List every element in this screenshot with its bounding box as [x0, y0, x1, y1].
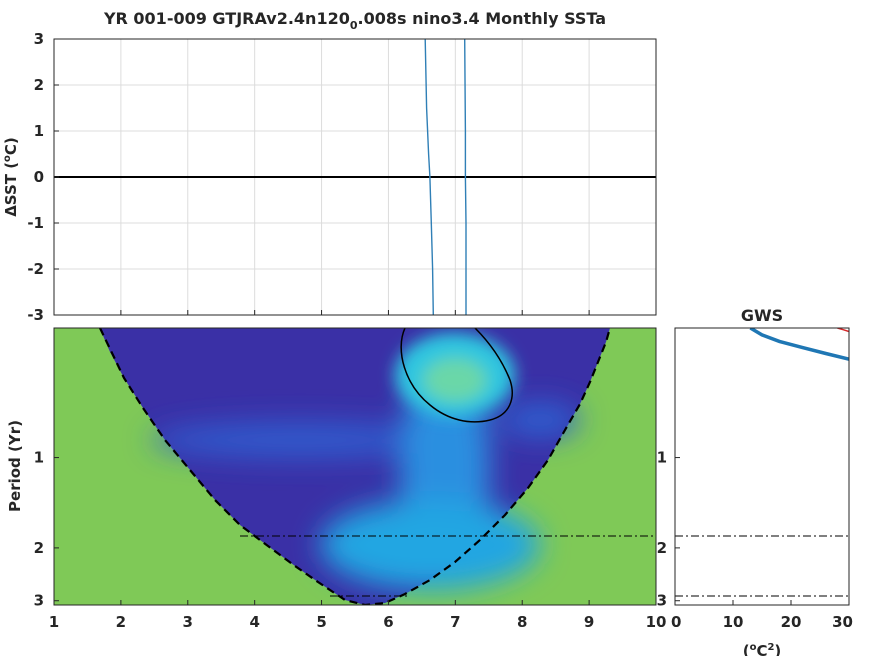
gws-x-tick-label: 30 — [832, 613, 853, 631]
wavelet-x-tick-label: 1 — [49, 613, 59, 631]
wavelet-x-tick-label: 7 — [450, 613, 460, 631]
wavelet-y-tick-label: 3 — [34, 592, 44, 610]
wavelet-y-ticks: 1 2 3 — [34, 449, 59, 610]
power-band-1yr — [150, 422, 450, 458]
wavelet-x-tick-label: 10 — [646, 613, 667, 631]
sst-y-tick-label: 0 — [34, 168, 44, 186]
wavelet-x-tick-label: 3 — [183, 613, 193, 631]
cone-of-influence — [99, 328, 612, 605]
wavelet-x-tick-label: 9 — [584, 613, 594, 631]
significance-contour — [400, 328, 513, 423]
wavelet-x-tick-label: 4 — [249, 613, 259, 631]
gws-y-tick-label: 2 — [657, 539, 667, 557]
gws-y-tick-label: 1 — [657, 449, 667, 467]
power-lower-band — [320, 500, 540, 590]
gws-series-line — [749, 328, 849, 361]
gws-series-line — [837, 328, 849, 333]
wavelet-x-tick-label: 8 — [517, 613, 527, 631]
gws-title: GWS — [741, 306, 783, 325]
power-peak — [423, 358, 487, 402]
gws-y-ticks: 1 2 3 — [657, 449, 680, 610]
gws-x-tick-label: 0 — [671, 613, 681, 631]
global-wavelet-spectrum-panel: GWS 0 10 20 30 1 2 3 (oC2) — [657, 306, 853, 656]
sst-series-line — [424, 39, 434, 315]
gws-x-tick-label: 20 — [781, 613, 802, 631]
period-axis-label: Period (Yr) — [6, 420, 24, 512]
gws-y-tick-label: 3 — [657, 592, 667, 610]
sst-y-tick-label: 1 — [34, 122, 44, 140]
gws-x-tick-label: 10 — [723, 613, 744, 631]
wavelet-x-tick-label: 2 — [116, 613, 126, 631]
sst-y-axis-label: ΔSST (oC) — [2, 137, 20, 217]
wavelet-x-ticks: 1 2 3 4 5 6 7 8 9 10 — [49, 600, 667, 631]
gws-series-group — [749, 328, 849, 361]
sst-y-tick-label: 3 — [34, 30, 44, 48]
gws-x-axis-label: (oC2) — [743, 642, 782, 656]
gws-axes-background — [675, 328, 849, 605]
sst-series-line — [464, 39, 467, 315]
sst-y-ticks: 3 2 1 0 -1 -2 -3 — [27, 30, 59, 324]
sst-y-tick-label: -1 — [27, 214, 44, 232]
sst-series-group — [424, 39, 467, 315]
sst-y-tick-label: -3 — [27, 306, 44, 324]
wavelet-y-tick-label: 1 — [34, 449, 44, 467]
wavelet-x-tick-label: 5 — [316, 613, 326, 631]
sst-y-tick-label: -2 — [27, 260, 44, 278]
wavelet-y-tick-label: 2 — [34, 539, 44, 557]
wavelet-power-panel: 1 2 3 4 5 6 7 8 9 10 1 2 3 Period (Yr) — [6, 327, 667, 631]
sst-timeseries-panel: 3 2 1 0 -1 -2 -3 ΔSST (oC) — [2, 30, 657, 324]
chart-title: YR 001-009 GTJRAv2.4n1200.008s nino3.4 M… — [103, 9, 606, 32]
wavelet-x-tick-label: 6 — [383, 613, 393, 631]
gws-x-ticks: 0 10 20 30 — [671, 600, 853, 631]
gws-axes-frame — [674, 327, 850, 606]
power-right-arm — [500, 402, 580, 438]
sst-y-tick-label: 2 — [34, 76, 44, 94]
wavelet-axes-frame — [53, 327, 657, 606]
